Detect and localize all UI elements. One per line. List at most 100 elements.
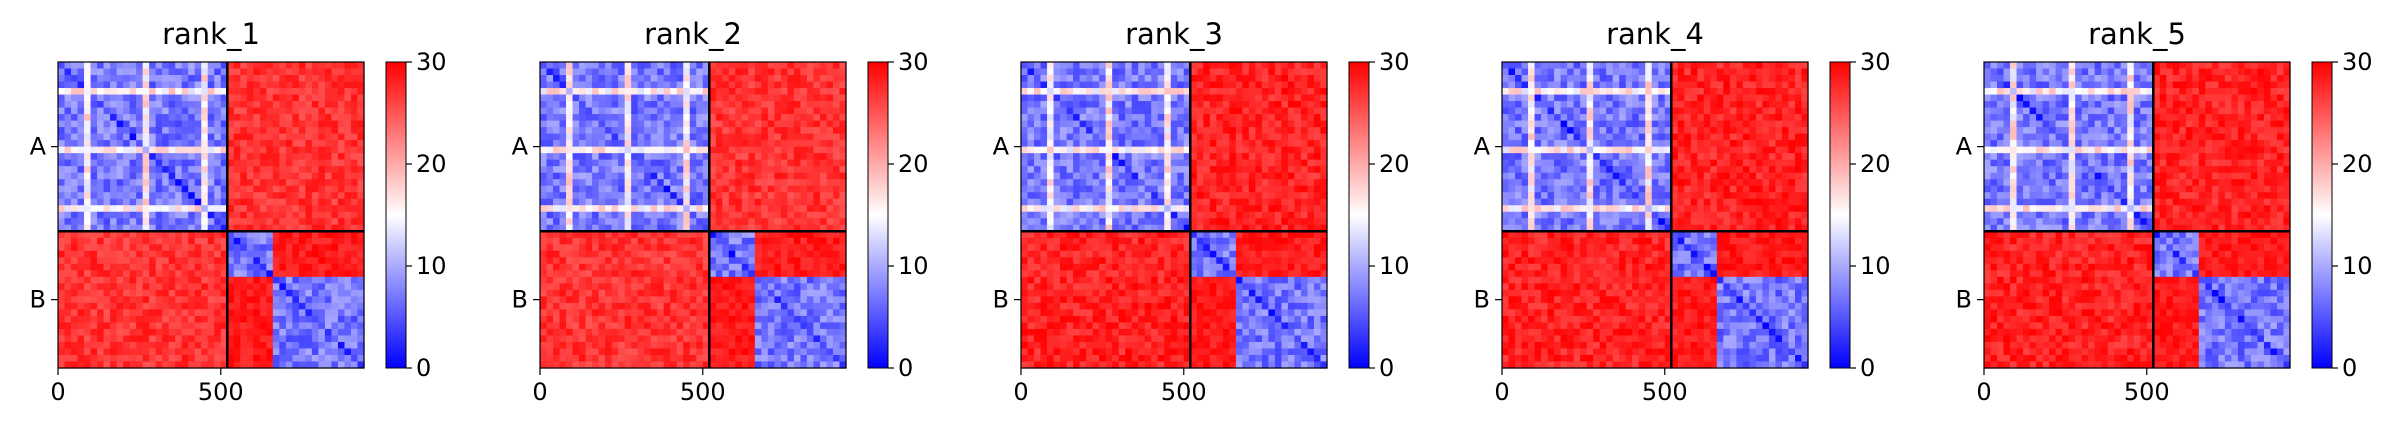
heatmap-cell bbox=[611, 257, 619, 265]
heatmap-cell bbox=[819, 354, 828, 363]
heatmap-cell bbox=[696, 335, 704, 343]
heatmap-cell bbox=[618, 348, 626, 356]
heatmap-cell bbox=[748, 185, 756, 193]
heatmap-cell bbox=[168, 224, 176, 232]
heatmap-cell bbox=[761, 114, 769, 122]
heatmap-cell bbox=[149, 114, 157, 122]
heatmap-cell bbox=[839, 205, 847, 213]
heatmap-cell bbox=[579, 133, 587, 141]
heatmap-cell bbox=[832, 146, 841, 154]
heatmap-cell bbox=[676, 276, 684, 284]
heatmap-cell bbox=[142, 361, 150, 369]
heatmap-cell bbox=[279, 218, 287, 226]
heatmap-cell bbox=[650, 257, 658, 265]
heatmap-cell bbox=[272, 218, 280, 226]
heatmap-cell bbox=[266, 81, 274, 89]
heatmap-cell bbox=[735, 88, 743, 96]
heatmap-cell bbox=[246, 198, 254, 206]
heatmap-cell bbox=[279, 133, 287, 141]
heatmap-cell bbox=[546, 127, 554, 135]
heatmap-cell bbox=[240, 88, 248, 96]
heatmap-cell bbox=[566, 348, 574, 356]
heatmap-cell bbox=[1066, 62, 1074, 70]
heatmap-cell bbox=[774, 114, 782, 122]
heatmap-cell bbox=[566, 133, 574, 141]
heatmap-cell bbox=[839, 146, 847, 154]
heatmap-cell bbox=[592, 237, 600, 245]
heatmap-cell bbox=[240, 276, 248, 284]
heatmap-cell bbox=[311, 361, 320, 369]
heatmap-cell bbox=[357, 153, 365, 161]
heatmap-cell bbox=[71, 231, 79, 239]
heatmap-cell bbox=[64, 120, 72, 128]
heatmap-cell bbox=[350, 101, 359, 109]
heatmap-cell bbox=[175, 348, 183, 356]
heatmap-cell bbox=[754, 361, 762, 369]
heatmap-cell bbox=[611, 68, 619, 76]
heatmap-cell bbox=[142, 140, 150, 148]
heatmap-cell bbox=[84, 296, 92, 304]
heatmap-cell bbox=[702, 211, 710, 219]
heatmap-cell bbox=[1242, 114, 1250, 122]
heatmap-cell bbox=[58, 88, 66, 96]
heatmap-cell bbox=[780, 257, 789, 265]
heatmap-cell bbox=[728, 328, 736, 337]
heatmap-cell bbox=[1229, 75, 1237, 83]
heatmap-cell bbox=[813, 68, 821, 76]
heatmap-cell bbox=[71, 140, 79, 148]
heatmap-cell bbox=[1170, 68, 1178, 76]
heatmap-cell bbox=[735, 361, 743, 369]
heatmap-cell bbox=[1053, 75, 1061, 83]
heatmap-cell bbox=[566, 322, 574, 330]
heatmap-cell bbox=[272, 153, 280, 161]
heatmap-cell bbox=[201, 250, 209, 258]
heatmap-cell bbox=[715, 146, 723, 154]
heatmap-cell bbox=[116, 276, 124, 284]
heatmap-cell bbox=[540, 231, 548, 239]
heatmap-cell bbox=[819, 283, 828, 291]
heatmap-cell bbox=[670, 224, 678, 232]
heatmap-cell bbox=[311, 94, 320, 102]
heatmap-cell bbox=[618, 309, 626, 317]
heatmap-cell bbox=[103, 94, 111, 102]
heatmap-cell bbox=[129, 62, 137, 70]
heatmap-cell bbox=[579, 192, 587, 200]
heatmap-cell bbox=[826, 276, 834, 284]
heatmap-cell bbox=[155, 107, 163, 115]
heatmap-cell bbox=[272, 172, 280, 180]
heatmap-cell bbox=[774, 140, 782, 148]
heatmap-cell bbox=[663, 166, 671, 174]
heatmap-cell bbox=[741, 270, 749, 278]
heatmap-cell bbox=[709, 250, 717, 258]
heatmap-cell bbox=[1170, 75, 1178, 83]
heatmap-cell bbox=[220, 250, 228, 258]
heatmap-cell bbox=[644, 257, 652, 265]
heatmap-cell bbox=[181, 88, 189, 96]
heatmap-cell bbox=[272, 75, 280, 83]
heatmap-cell bbox=[285, 315, 293, 324]
heatmap-cell bbox=[650, 309, 658, 317]
heatmap-cell bbox=[129, 315, 137, 324]
heatmap-cell bbox=[1131, 75, 1139, 83]
heatmap-cell bbox=[631, 153, 639, 161]
heatmap-cell bbox=[188, 270, 196, 278]
heatmap-cell bbox=[748, 296, 756, 304]
heatmap-cell bbox=[813, 172, 821, 180]
heatmap-cell bbox=[832, 114, 841, 122]
heatmap-cell bbox=[71, 322, 79, 330]
heatmap-cell bbox=[116, 185, 124, 193]
heatmap-cell bbox=[259, 257, 267, 265]
heatmap-cell bbox=[253, 211, 261, 219]
heatmap-cell bbox=[305, 322, 313, 330]
heatmap-cell bbox=[631, 335, 639, 343]
heatmap-cell bbox=[324, 361, 333, 369]
heatmap-cell bbox=[129, 283, 137, 291]
heatmap-cell bbox=[90, 250, 98, 258]
heatmap-cell bbox=[553, 244, 561, 252]
heatmap-cell bbox=[1157, 88, 1165, 96]
heatmap-cell bbox=[592, 315, 600, 324]
heatmap-cell bbox=[168, 263, 176, 271]
heatmap-cell bbox=[324, 231, 333, 239]
heatmap-cell bbox=[220, 88, 228, 96]
heatmap-cell bbox=[566, 224, 574, 232]
